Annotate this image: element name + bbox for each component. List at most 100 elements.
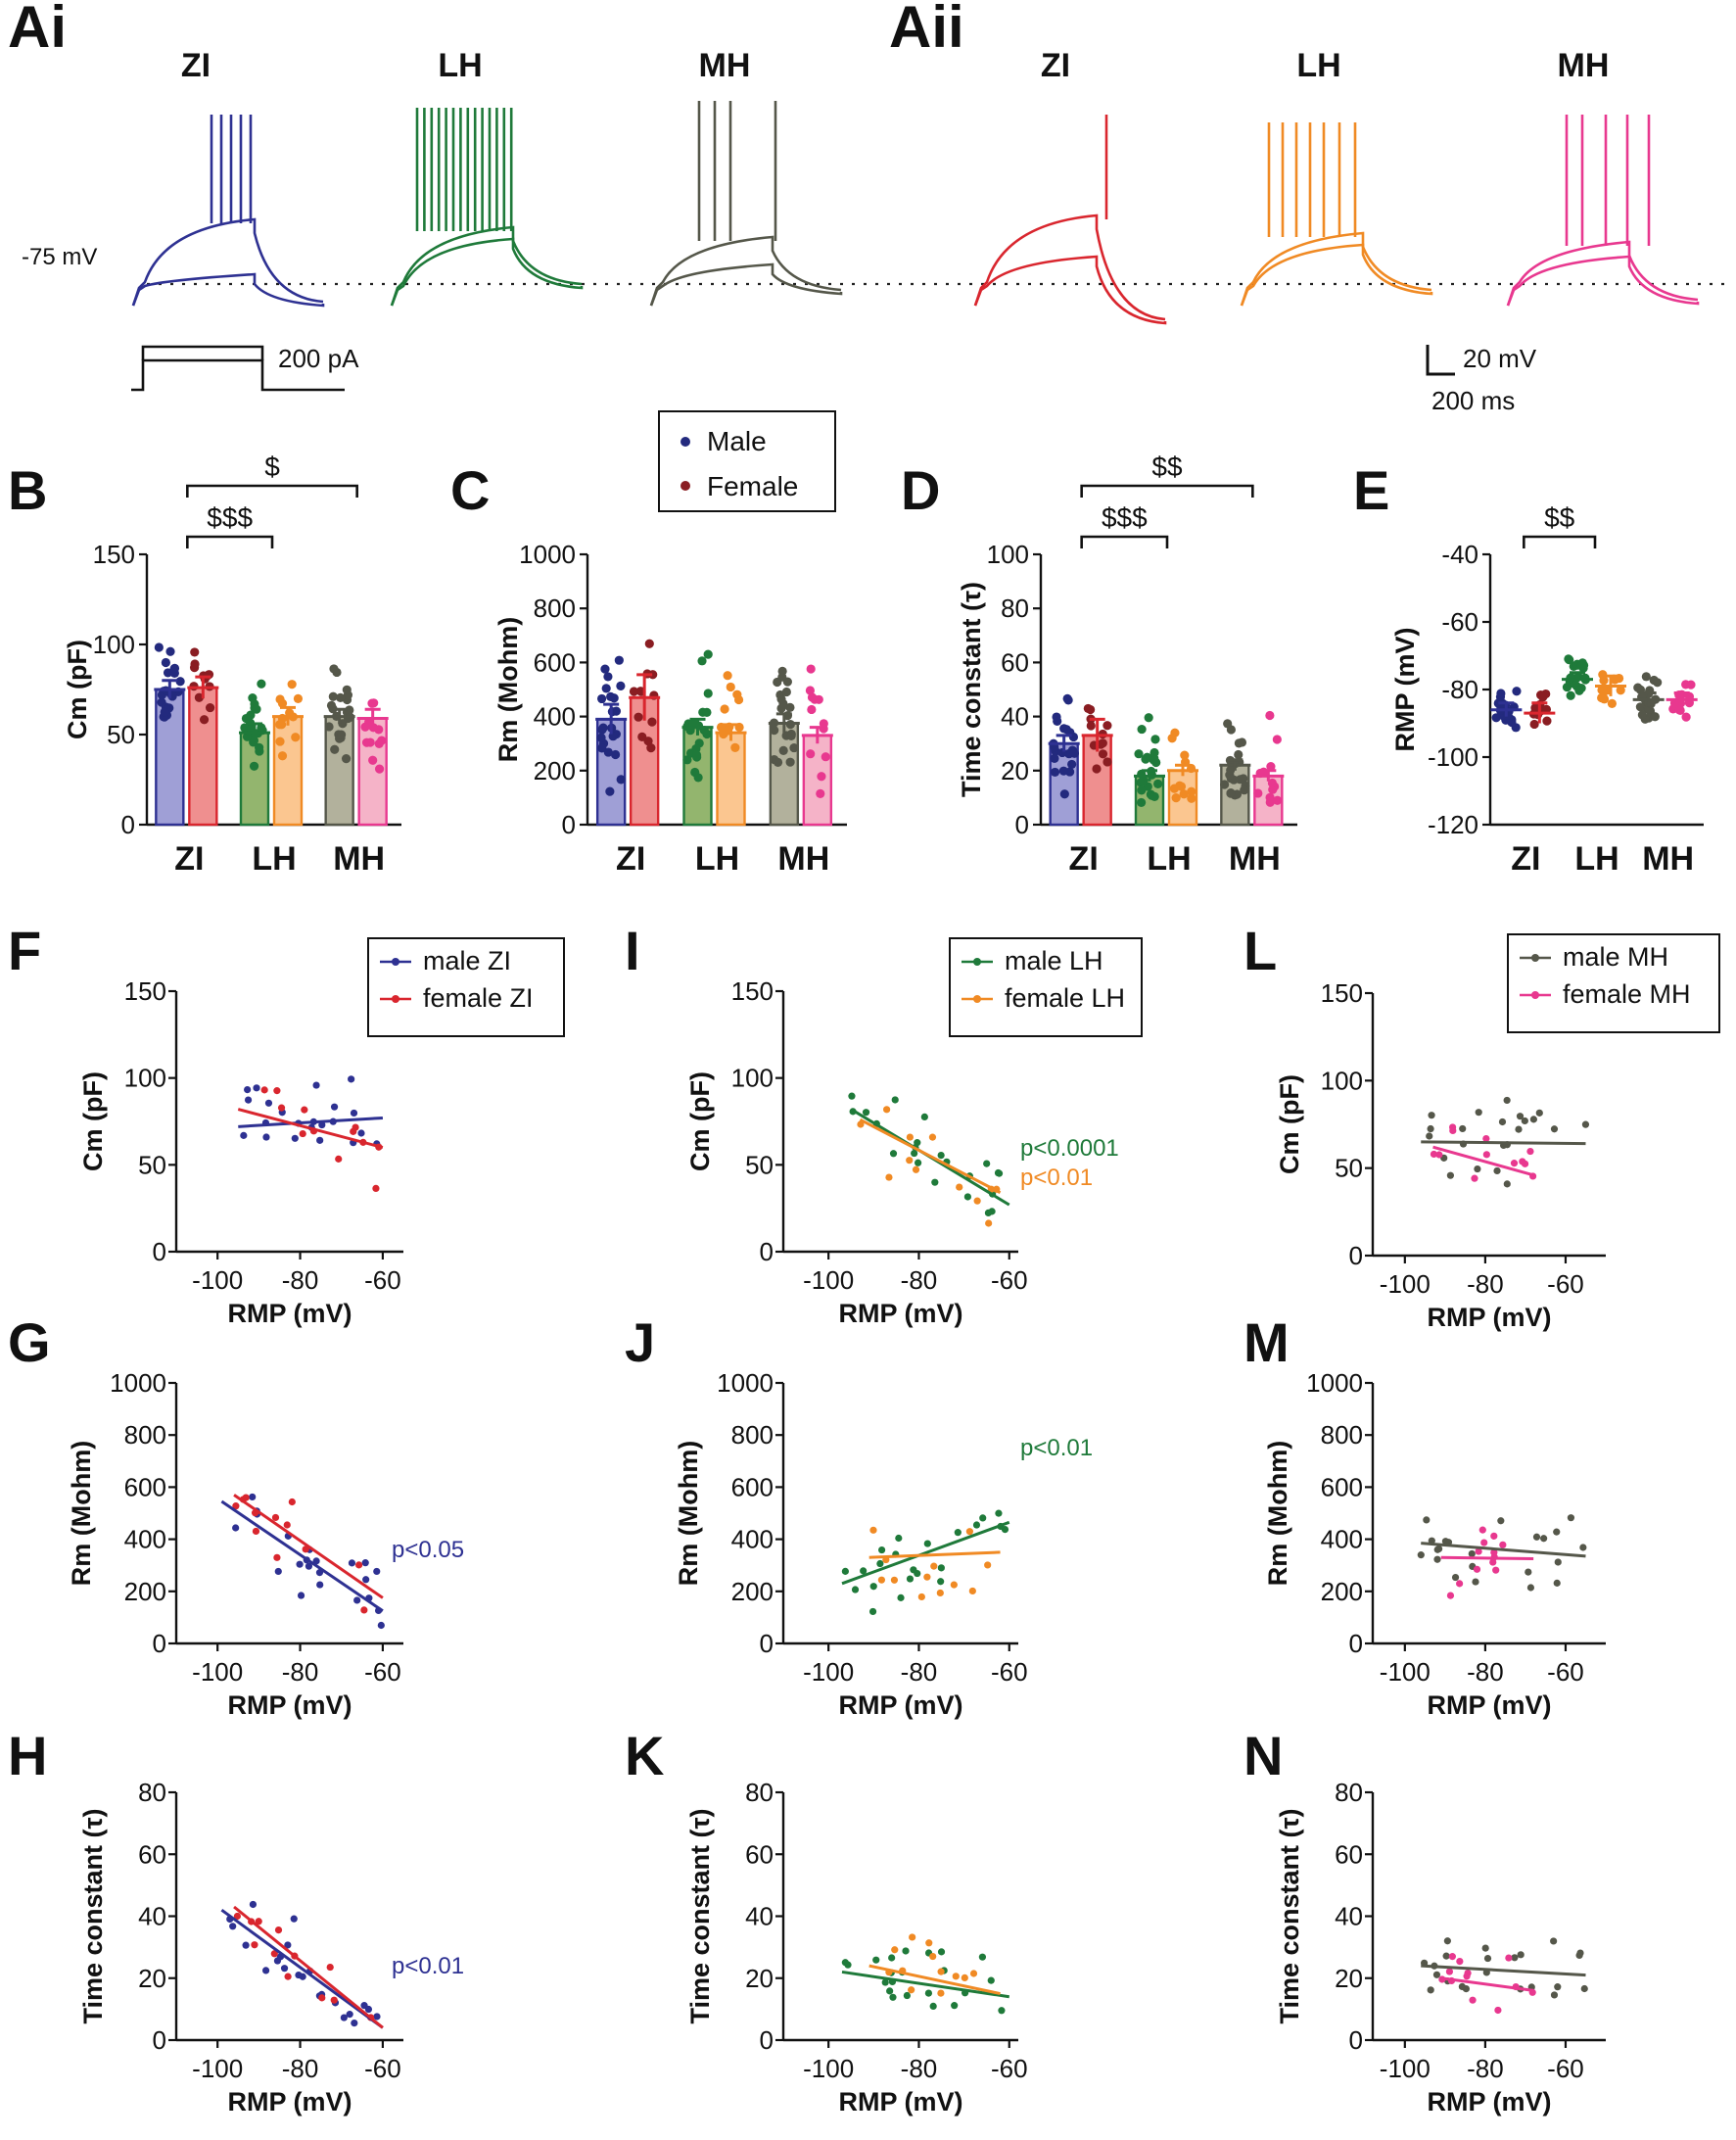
data-point xyxy=(963,1193,971,1201)
y-tick-label: 150 xyxy=(731,976,774,1006)
x-tick-label: -100 xyxy=(1380,1657,1431,1687)
data-point xyxy=(805,686,816,695)
y-tick-label: 40 xyxy=(745,1902,774,1931)
data-point xyxy=(950,1581,958,1589)
data-point xyxy=(241,713,252,724)
y-tick-label: 1000 xyxy=(110,1368,166,1398)
data-point xyxy=(357,1129,365,1137)
data-point xyxy=(252,1527,260,1536)
data-point xyxy=(972,1521,981,1529)
data-point xyxy=(883,1106,891,1114)
y-tick-label: 100 xyxy=(987,540,1029,569)
region-title-mh: MH xyxy=(699,47,751,84)
data-point xyxy=(1521,1117,1528,1125)
data-point xyxy=(1050,753,1059,763)
data-point xyxy=(305,1562,313,1570)
data-point xyxy=(911,1149,918,1158)
data-point xyxy=(889,1150,898,1158)
data-point xyxy=(165,646,175,656)
data-point xyxy=(1098,738,1107,748)
data-point xyxy=(983,1160,991,1167)
data-point xyxy=(597,743,607,753)
data-point xyxy=(703,649,713,659)
data-point xyxy=(274,1926,283,1934)
x-category-label-zi: ZI xyxy=(1069,840,1099,878)
x-tick-label: -100 xyxy=(803,2054,854,2083)
data-point xyxy=(175,677,185,687)
data-point xyxy=(979,1514,987,1522)
chart-panel-h: H 0 20 40 60 80 -100 -80 -60 RMP (mV) Time constan… xyxy=(8,1725,464,2116)
data-point xyxy=(251,1941,258,1949)
y-tick-label: 80 xyxy=(1001,594,1029,623)
data-point xyxy=(1417,1551,1425,1559)
y-tick-label: 150 xyxy=(93,540,135,569)
x-category-label-zi: ZI xyxy=(174,840,204,878)
panel-label-b: B xyxy=(8,459,47,521)
data-point xyxy=(693,773,703,783)
chart-panel-f: F 0 50 100 150 -100 -80 -60 RMP (mV) Cm (pF) male … xyxy=(8,920,565,1328)
data-point xyxy=(1063,695,1073,705)
data-point xyxy=(923,1540,931,1547)
data-point xyxy=(1526,1584,1535,1592)
data-point xyxy=(1553,1528,1561,1536)
data-point xyxy=(284,1941,292,1949)
data-point xyxy=(937,1152,945,1160)
data-point xyxy=(1446,1171,1455,1179)
data-point xyxy=(353,1596,361,1604)
data-point xyxy=(1492,1566,1500,1574)
data-point xyxy=(937,1578,945,1586)
data-point xyxy=(1226,787,1236,798)
data-point xyxy=(1499,1541,1507,1548)
data-point xyxy=(194,692,204,702)
data-point xyxy=(161,657,170,668)
data-point xyxy=(1103,757,1112,767)
data-point xyxy=(284,1973,292,1980)
data-point xyxy=(1635,702,1645,712)
y-tick-label: 80 xyxy=(138,1778,166,1807)
current-step-large xyxy=(141,345,264,360)
data-point xyxy=(372,1184,380,1193)
female-fit-line xyxy=(1440,1976,1534,1992)
data-point xyxy=(1482,1134,1490,1143)
x-category-label-zi: ZI xyxy=(616,840,645,878)
x-tick-label: -80 xyxy=(1467,1269,1504,1299)
data-point xyxy=(232,1502,240,1510)
voltage-trace-group: ZI xyxy=(131,47,325,308)
data-point xyxy=(785,757,795,767)
data-point xyxy=(1463,1973,1471,1980)
data-point xyxy=(920,1113,928,1120)
y-tick-label: 800 xyxy=(534,594,576,623)
data-point xyxy=(1150,735,1160,744)
data-point xyxy=(1681,712,1691,722)
data-point xyxy=(868,1607,877,1616)
legend-female-marker xyxy=(680,481,690,491)
voltage-trace-group: LH xyxy=(1240,47,1433,307)
data-point xyxy=(367,698,377,708)
y-tick-label: 400 xyxy=(124,1525,166,1554)
x-category-label-lh: LH xyxy=(252,840,296,878)
y-axis-title: Cm (pF) xyxy=(78,1071,108,1171)
x-tick-label: -80 xyxy=(282,1657,319,1687)
data-point xyxy=(1240,785,1249,795)
data-point xyxy=(1430,1150,1438,1159)
data-point xyxy=(770,726,779,736)
y-tick-label: 400 xyxy=(731,1525,774,1554)
data-point xyxy=(1510,1160,1519,1167)
data-point xyxy=(374,738,384,749)
data-point xyxy=(1435,1151,1443,1159)
data-point xyxy=(364,2005,373,2014)
x-tick-label: -80 xyxy=(282,2054,319,2083)
data-point xyxy=(682,755,692,765)
data-point xyxy=(1575,1951,1583,1960)
significance-bracket xyxy=(186,535,274,548)
y-tick-label: 0 xyxy=(153,1629,166,1658)
y-tick-label: -80 xyxy=(1441,675,1478,704)
data-point xyxy=(1503,1096,1511,1105)
data-point xyxy=(1481,1944,1489,1952)
panel-label-d: D xyxy=(901,459,940,521)
data-point xyxy=(154,642,164,652)
significance-bracket xyxy=(1080,535,1169,548)
y-tick-label: 1000 xyxy=(717,1368,774,1398)
data-point xyxy=(1550,1991,1559,1999)
